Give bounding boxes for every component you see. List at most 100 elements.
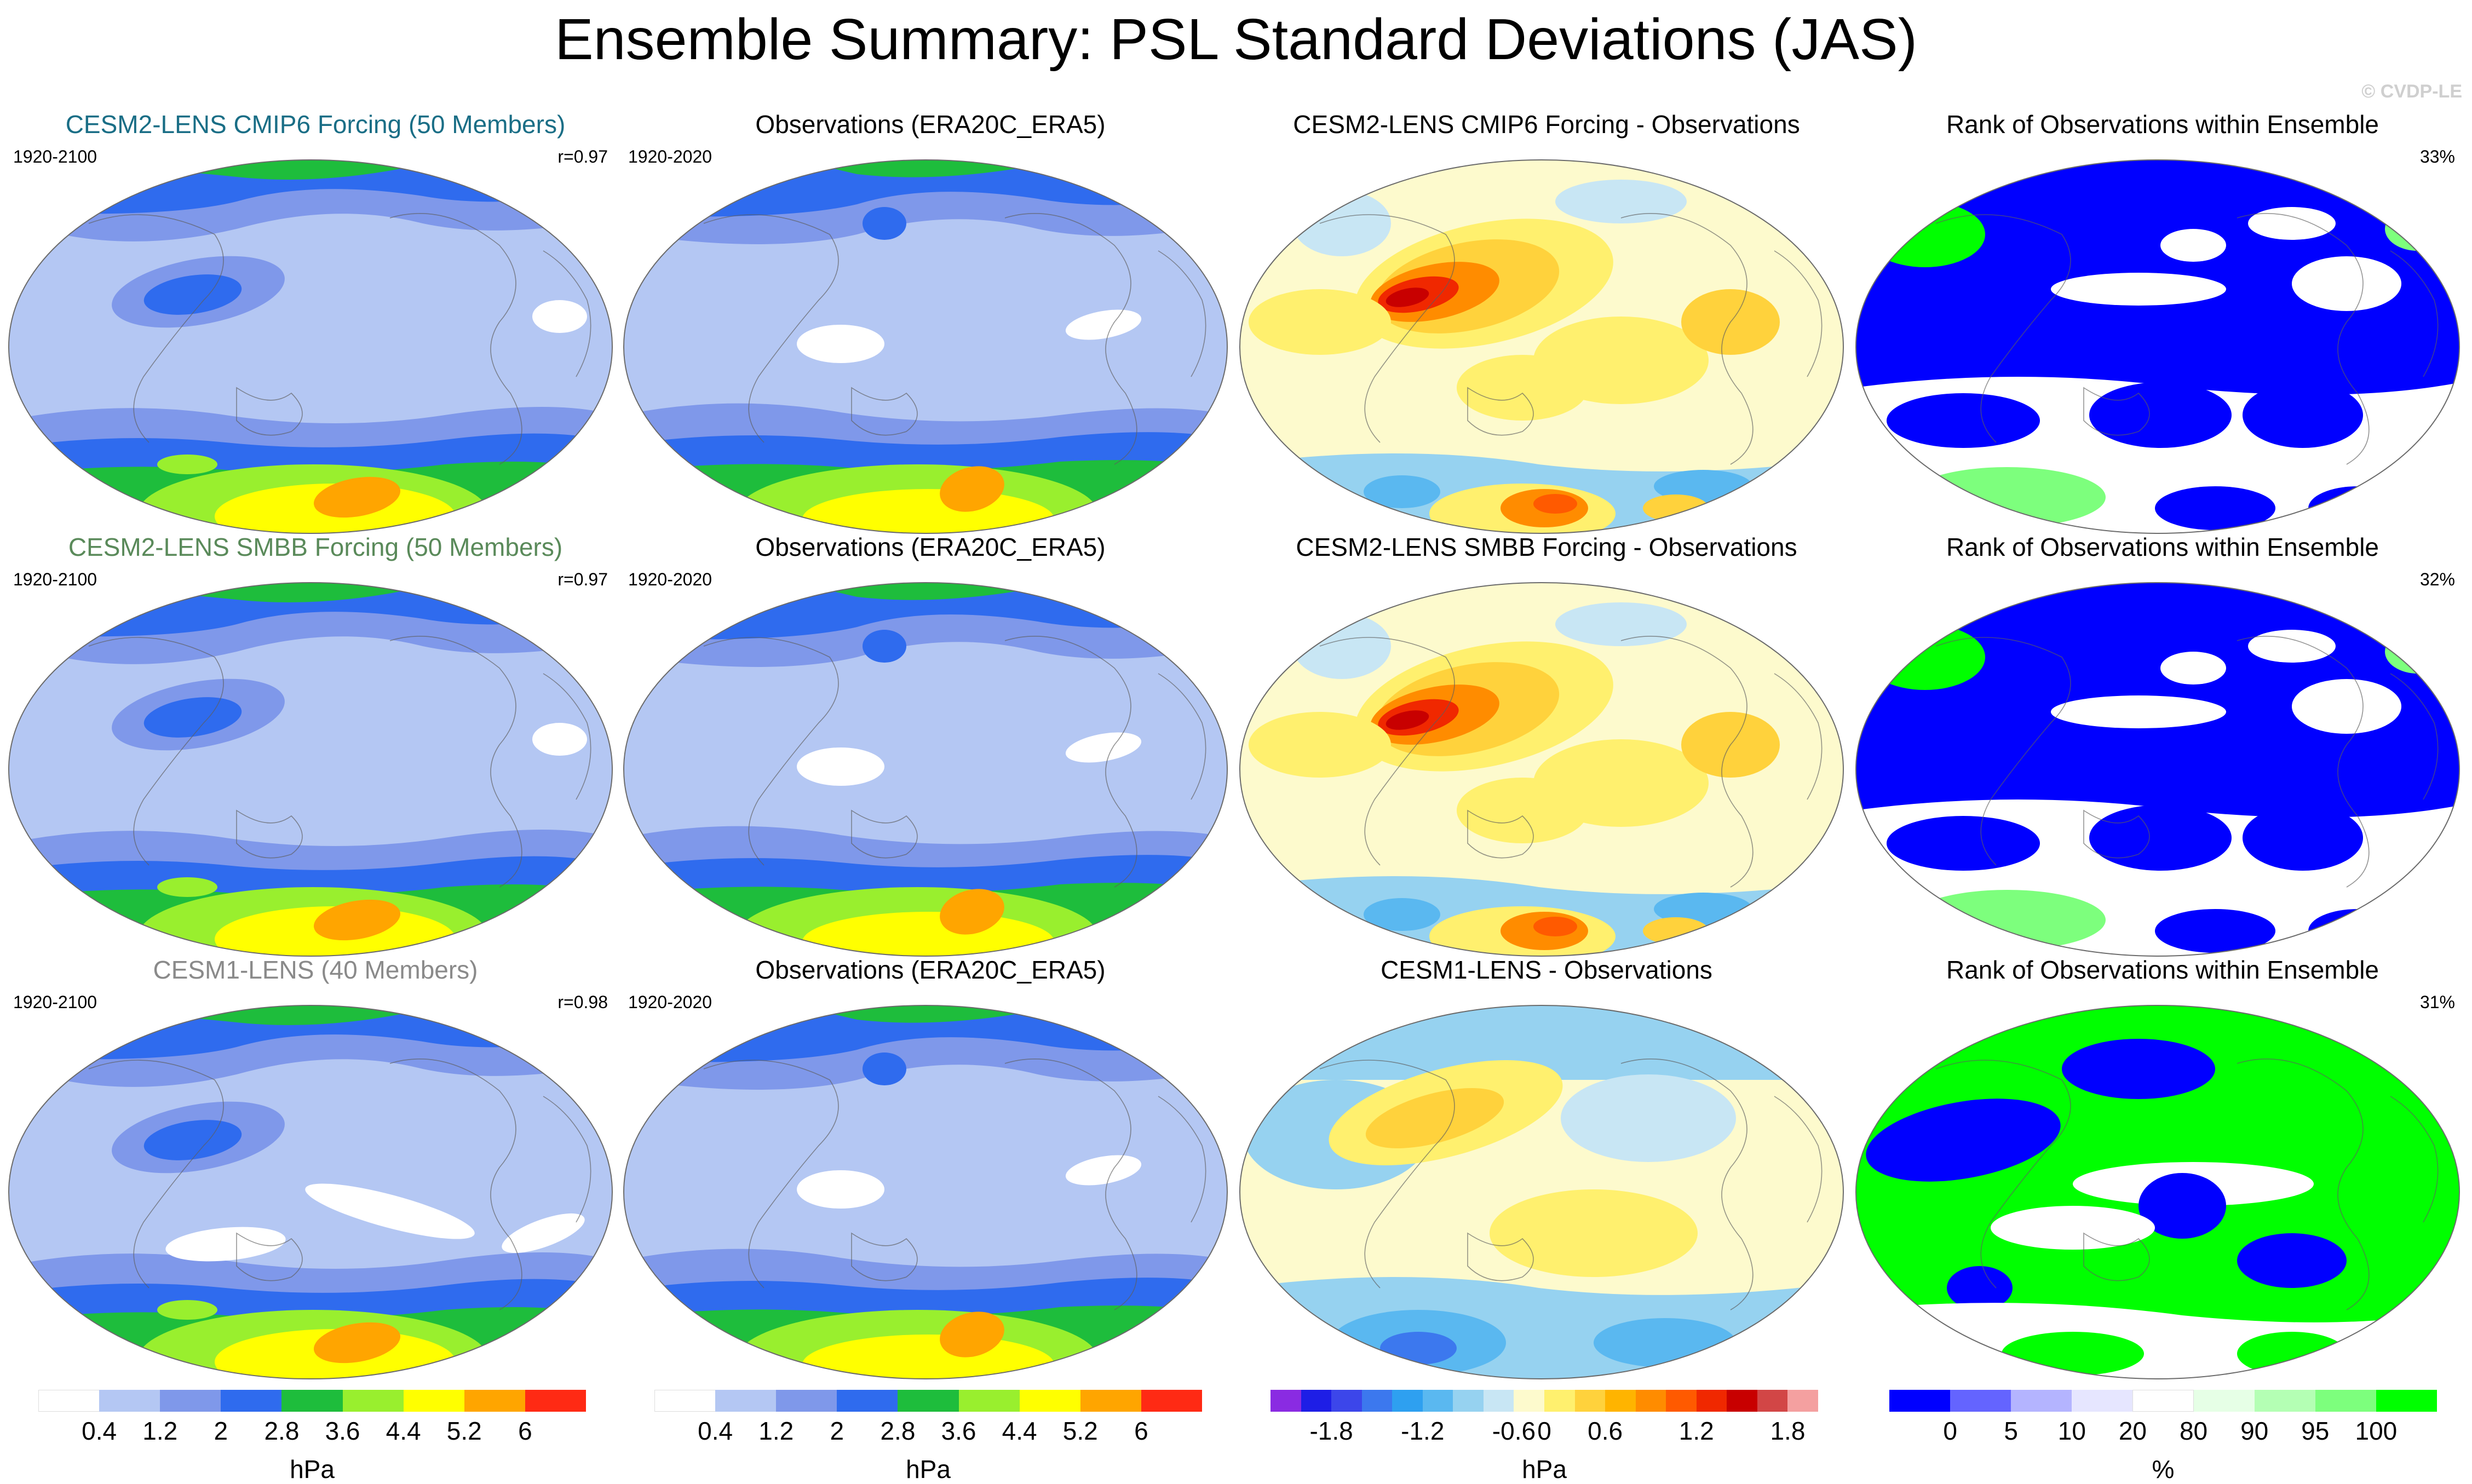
panel-rank-row1: Rank of Observations within Ensemble 33%: [1854, 110, 2471, 534]
colorbar-swatch: [2376, 1390, 2437, 1412]
colorbar-tick-label: -1.8: [1309, 1417, 1353, 1445]
map-plot: [622, 580, 1229, 961]
panel-percent: 32%: [2419, 570, 2455, 589]
colorbar-tick-label: 1.2: [142, 1417, 178, 1445]
colorbar-tick-label: 20: [2118, 1417, 2147, 1445]
colorbar-unit-label: hPa: [290, 1455, 335, 1483]
colorbar-swatch: [1787, 1390, 1819, 1412]
colorbar-swatch: [1019, 1390, 1081, 1412]
colorbar-swatch: [342, 1390, 404, 1412]
panel-diff-row1: CESM2-LENS CMIP6 Forcing - Observations: [1238, 110, 1855, 534]
panel-title: Rank of Observations within Ensemble: [1946, 110, 2379, 139]
colorbar-swatch: [2072, 1390, 2133, 1412]
panel-period: 1920-2020: [628, 570, 712, 589]
map-plot: [1238, 158, 1846, 538]
panel-title: CESM2-LENS CMIP6 Forcing (50 Members): [65, 110, 566, 139]
panel-period: 1920-2100: [13, 147, 97, 166]
colorbar-swatch: [2193, 1390, 2255, 1412]
colorbar-tick-label: 1.2: [1678, 1417, 1714, 1445]
panel-title: Observations (ERA20C_ERA5): [755, 956, 1106, 984]
colorbar-rank: 0 5 10 20 80 90 95 100%: [1889, 1385, 2437, 1483]
panel-diff-row2: CESM2-LENS SMBB Forcing - Observations: [1238, 532, 1855, 957]
colorbar-swatch: [1757, 1390, 1788, 1412]
panel-title: Rank of Observations within Ensemble: [1946, 533, 2379, 561]
colorbar-swatch: [776, 1390, 837, 1412]
colorbar-stddev-model: 0.4 1.2 2 2.8 3.6 4.4 5.2 6 hPa: [38, 1385, 587, 1483]
panel-title: CESM2-LENS CMIP6 Forcing - Observations: [1293, 110, 1800, 139]
panel-model-row2: CESM2-LENS SMBB Forcing (50 Members) 1920…: [7, 532, 624, 957]
map-plot: [622, 1003, 1229, 1384]
colorbar-tick-label: 3.6: [325, 1417, 360, 1445]
colorbar-tick-label: 6: [518, 1417, 532, 1445]
colorbar-swatch: [1727, 1390, 1758, 1412]
colorbar-swatch: [99, 1390, 160, 1412]
panel-obs-row1: Observations (ERA20C_ERA5) 1920-2020: [622, 110, 1239, 534]
colorbar-swatch: [2254, 1390, 2316, 1412]
colorbar-swatch: [1574, 1390, 1606, 1412]
colorbar-unit-label: hPa: [906, 1455, 951, 1483]
colorbar-swatch: [1696, 1390, 1727, 1412]
credit-label: © CVDP-LE: [2361, 81, 2462, 102]
colorbar-tick-label: 95: [2301, 1417, 2330, 1445]
colorbar-swatch: [837, 1390, 898, 1412]
panel-title: Rank of Observations within Ensemble: [1946, 956, 2379, 984]
panel-period: 1920-2020: [628, 992, 712, 1012]
colorbar-swatch: [221, 1390, 282, 1412]
colorbar-swatch: [958, 1390, 1020, 1412]
map-plot: [1854, 1003, 2462, 1384]
colorbar-unit-label: hPa: [1522, 1455, 1567, 1483]
colorbar-tick-label: 10: [2057, 1417, 2086, 1445]
colorbar-swatch: [1514, 1390, 1545, 1412]
colorbar-swatch: [1301, 1390, 1332, 1412]
colorbar-tick-label: 2.8: [880, 1417, 916, 1445]
panel-diff-row3: CESM1-LENS - Observations: [1238, 955, 1855, 1379]
colorbar-swatch: [1141, 1390, 1203, 1412]
map-plot: [1238, 580, 1846, 961]
colorbar-tick-label: 4.4: [1002, 1417, 1037, 1445]
colorbar-swatch: [1889, 1390, 1951, 1412]
panel-rank-row3: Rank of Observations within Ensemble 31%: [1854, 955, 2471, 1379]
map-plot: [622, 158, 1229, 538]
colorbar-swatch: [464, 1390, 526, 1412]
colorbar-tick-label: 5.2: [1062, 1417, 1098, 1445]
colorbar-swatch: [1331, 1390, 1363, 1412]
map-plot: [7, 580, 614, 961]
colorbar-tick-label: 0.4: [82, 1417, 117, 1445]
panel-period: 1920-2100: [13, 992, 97, 1012]
colorbar-tick-label: 5: [2004, 1417, 2019, 1445]
colorbar-tick-label: 3.6: [941, 1417, 976, 1445]
map-plot: [1238, 1003, 1846, 1384]
colorbar-swatch: [2011, 1390, 2072, 1412]
colorbar-swatch: [281, 1390, 343, 1412]
colorbar-swatch: [1666, 1390, 1697, 1412]
colorbar-tick-label: 2: [830, 1417, 844, 1445]
map-plot: [1854, 580, 2462, 961]
colorbar-swatch: [2132, 1390, 2194, 1412]
colorbar-unit-label: %: [2152, 1455, 2175, 1483]
panel-correlation: r=0.98: [557, 992, 608, 1012]
colorbar-swatch: [1605, 1390, 1636, 1412]
panel-correlation: r=0.97: [557, 570, 608, 589]
panel-title: CESM1-LENS - Observations: [1381, 956, 1712, 984]
colorbar-tick-label: 80: [2179, 1417, 2208, 1445]
panel-title: Observations (ERA20C_ERA5): [755, 110, 1106, 139]
colorbar-swatch: [898, 1390, 959, 1412]
panel-title: Observations (ERA20C_ERA5): [755, 533, 1106, 561]
colorbar-tick-label: 1.8: [1770, 1417, 1806, 1445]
colorbar-swatch: [525, 1390, 587, 1412]
colorbar-swatch: [2315, 1390, 2377, 1412]
panel-model-row1: CESM2-LENS CMIP6 Forcing (50 Members) 192…: [7, 110, 624, 534]
map-plot: [7, 158, 614, 538]
colorbar-tick-label: 100: [2355, 1417, 2398, 1445]
panel-period: 1920-2020: [628, 147, 712, 166]
colorbar-swatch: [715, 1390, 777, 1412]
colorbar-diff: -1.8 -1.2 -0.6 0 0.6 1.2 1.8 hPa: [1271, 1385, 1819, 1483]
colorbar-swatch: [1271, 1390, 1302, 1412]
map-plot: [7, 1003, 614, 1384]
colorbar-swatch: [1080, 1390, 1142, 1412]
colorbar-swatch: [1361, 1390, 1393, 1412]
panel-percent: 33%: [2419, 147, 2455, 166]
colorbar-tick-label: 1.2: [758, 1417, 794, 1445]
colorbar-swatch: [1483, 1390, 1514, 1412]
panel-model-row3: CESM1-LENS (40 Members) 1920-2100 r=0.98: [7, 955, 624, 1379]
